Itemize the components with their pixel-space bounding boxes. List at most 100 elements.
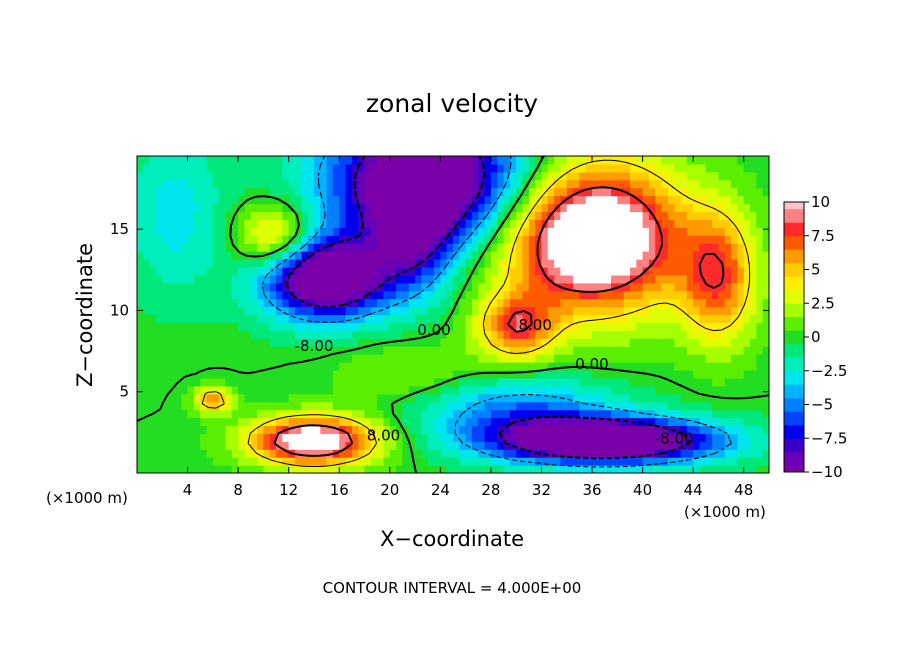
field-cell [680,203,688,213]
field-cell [421,243,429,252]
field-cell [471,227,479,236]
field-cell [724,163,732,173]
field-cell [206,401,214,411]
field-cell [383,409,391,419]
field-cell [326,163,334,173]
field-cell [490,211,498,221]
field-cell [705,187,713,197]
field-cell [604,457,612,466]
field-cell [149,369,157,379]
field-cell [408,290,416,300]
field-cell [440,385,448,395]
field-cell [440,369,448,379]
field-cell [750,211,757,221]
field-cell [686,449,694,458]
field-cell [231,179,239,189]
field-cell [648,235,656,244]
field-cell [358,449,366,458]
field-cell [484,219,492,228]
field-cell [750,417,757,427]
field-cell [509,282,517,292]
field-cell [737,369,745,379]
field-cell [200,441,208,450]
field-cell [313,409,321,419]
field-cell [712,385,720,395]
field-cell [509,449,517,458]
field-cell [421,393,429,403]
field-cell [478,330,486,339]
field-cell [446,457,454,466]
field-cell [509,433,517,442]
field-cell [674,290,682,300]
field-cell [206,282,214,292]
field-cell [623,369,631,379]
x-unit-left: (×1000 m) [46,489,128,507]
field-cell [629,235,637,244]
field-cell [484,330,492,339]
field-cell [699,227,707,236]
field-cell [547,227,555,236]
field-cell [257,171,264,181]
field-cell [453,449,460,458]
field-cell [263,322,271,331]
field-cell [408,219,416,228]
field-cell [389,203,397,213]
field-cell [604,266,612,276]
field-cell [680,377,688,387]
field-cell [174,314,182,324]
field-cell [421,449,429,458]
field-cell [181,211,189,221]
field-cell [617,465,625,473]
field-cell [560,425,568,434]
field-cell [257,243,264,252]
field-cell [168,457,176,466]
field-cell [326,243,334,252]
field-cell [345,163,353,173]
field-cell [642,377,650,387]
field-cell [598,298,606,308]
field-cell [231,274,239,284]
field-cell [446,433,454,442]
field-cell [737,354,745,363]
field-cell [503,243,511,252]
field-cell [490,282,498,292]
field-cell [301,171,309,181]
field-cell [604,441,612,450]
field-cell [408,417,416,427]
field-cell [351,441,359,450]
field-cell [200,243,208,252]
field-cell [522,187,530,197]
field-cell [257,393,264,403]
field-cell [269,219,277,228]
field-cell [699,211,707,221]
field-cell [528,211,536,221]
field-cell [313,417,321,427]
field-cell [250,409,258,419]
field-cell [402,346,410,355]
field-cell [282,449,290,458]
field-cell [193,393,201,403]
field-cell [497,251,505,260]
field-cell [509,306,517,316]
field-cell [560,369,568,379]
field-cell [351,274,359,284]
field-cell [332,298,340,308]
field-cell [554,290,562,300]
field-cell [686,441,694,450]
field-cell [168,156,176,165]
field-cell [611,369,618,379]
field-cell [459,187,467,197]
field-cell [396,449,404,458]
field-cell [446,282,454,292]
field-cell [560,211,568,221]
field-cell [762,465,769,473]
field-cell [257,156,264,165]
field-cell [459,385,467,395]
field-cell [187,163,195,173]
field-cell [244,211,252,221]
field-cell [636,306,644,316]
field-cell [174,369,182,379]
field-cell [345,306,353,316]
field-cell [629,330,637,339]
field-cell [579,441,587,450]
